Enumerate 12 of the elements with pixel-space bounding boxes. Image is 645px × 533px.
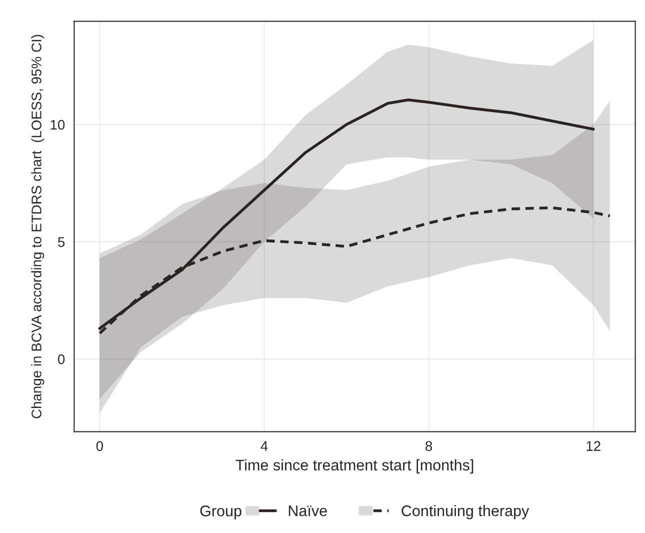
x-tick-label: 12	[586, 441, 600, 451]
x-tick-label: 8	[426, 441, 432, 451]
y-tick-label: 5	[58, 237, 65, 247]
legend-label: Continuing therapy	[402, 505, 530, 520]
legend-title: Group	[200, 506, 242, 520]
y-tick-label: 0	[58, 354, 65, 364]
y-tick-label: 10	[50, 120, 65, 130]
x-axis-title: Time since treatment start [months]	[236, 459, 474, 474]
x-tick-label: 0	[96, 441, 103, 451]
x-tick-label: 4	[260, 441, 268, 451]
legend-label: Naïve	[288, 506, 327, 516]
y-axis-title: Change in BCVA according to ETDRS chart (LOESS, 95% CI)	[31, 34, 44, 418]
